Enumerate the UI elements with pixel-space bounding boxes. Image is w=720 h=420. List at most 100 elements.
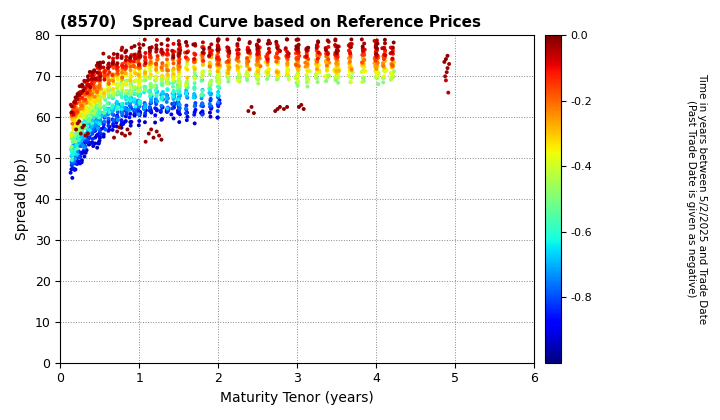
Point — [108, 112, 120, 118]
Point — [311, 66, 323, 73]
Point — [370, 45, 382, 51]
Point — [440, 56, 451, 63]
Point — [71, 96, 83, 102]
Point — [161, 78, 172, 85]
Point — [132, 110, 144, 117]
Point — [323, 38, 335, 45]
Point — [377, 60, 389, 67]
Point — [173, 78, 184, 85]
Point — [291, 37, 302, 43]
Point — [213, 56, 225, 63]
Point — [330, 37, 341, 44]
Point — [189, 80, 200, 87]
Point — [91, 89, 102, 96]
Point — [103, 94, 114, 100]
Point — [82, 116, 94, 123]
Point — [140, 103, 151, 110]
Point — [86, 93, 98, 100]
Point — [75, 130, 86, 137]
Point — [79, 91, 91, 98]
Point — [243, 67, 254, 74]
Point — [204, 109, 216, 116]
Point — [204, 87, 216, 93]
Point — [174, 84, 185, 91]
Point — [116, 103, 127, 110]
Point — [378, 45, 390, 52]
Point — [78, 134, 90, 141]
Point — [88, 105, 99, 112]
Point — [322, 49, 333, 56]
Point — [156, 46, 167, 53]
Point — [204, 85, 215, 92]
Point — [69, 123, 81, 130]
Point — [212, 114, 224, 121]
Point — [179, 49, 191, 56]
Point — [108, 89, 120, 96]
Point — [133, 51, 145, 58]
Point — [370, 58, 382, 64]
Point — [85, 131, 96, 137]
Point — [86, 126, 98, 132]
Point — [70, 106, 81, 113]
Point — [82, 126, 94, 133]
Point — [332, 54, 343, 61]
Point — [76, 113, 87, 120]
Point — [121, 110, 132, 116]
Point — [112, 67, 123, 74]
Point — [107, 59, 119, 66]
Point — [156, 66, 168, 73]
Point — [320, 45, 331, 51]
Point — [156, 65, 168, 72]
Point — [144, 48, 156, 55]
Point — [140, 110, 151, 117]
Point — [253, 38, 264, 45]
Point — [181, 113, 193, 120]
Point — [156, 95, 167, 102]
Point — [206, 54, 217, 60]
Point — [274, 48, 286, 55]
Point — [181, 66, 193, 73]
Point — [117, 63, 128, 69]
Point — [314, 51, 325, 58]
Point — [197, 68, 209, 75]
Point — [174, 80, 186, 87]
Point — [76, 129, 87, 135]
Point — [204, 86, 216, 93]
Point — [82, 107, 94, 114]
Point — [189, 75, 200, 82]
Point — [369, 54, 381, 61]
Point — [91, 76, 103, 83]
Point — [168, 77, 179, 84]
Point — [125, 88, 137, 94]
Point — [369, 68, 381, 75]
Point — [65, 101, 76, 108]
Point — [130, 91, 141, 97]
Point — [357, 67, 369, 74]
Point — [148, 134, 159, 141]
Point — [71, 110, 82, 117]
Point — [213, 65, 225, 72]
Point — [384, 50, 396, 57]
Point — [134, 45, 145, 52]
Point — [112, 105, 124, 111]
Point — [102, 65, 114, 71]
Point — [221, 59, 233, 66]
Point — [331, 52, 343, 59]
Point — [213, 65, 225, 72]
Point — [332, 58, 343, 65]
Point — [161, 108, 173, 115]
Point — [371, 55, 382, 62]
Point — [274, 47, 285, 54]
Point — [343, 72, 354, 79]
Point — [112, 67, 124, 74]
Point — [344, 44, 356, 51]
Point — [84, 84, 96, 91]
Point — [130, 55, 142, 62]
Point — [302, 68, 313, 74]
Point — [125, 55, 136, 61]
Point — [174, 70, 185, 77]
Point — [356, 68, 367, 75]
Point — [99, 113, 111, 119]
Point — [311, 47, 323, 54]
Point — [292, 57, 304, 63]
